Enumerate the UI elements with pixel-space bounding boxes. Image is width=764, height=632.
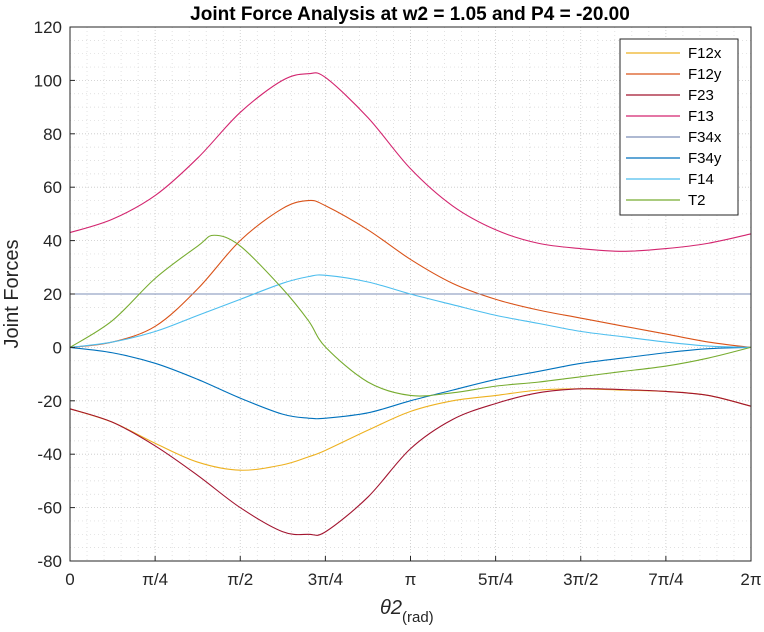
legend-label-f23: F23 xyxy=(688,87,714,104)
x-axis-label: θ2(rad) xyxy=(380,597,434,626)
chart-title: Joint Force Analysis at w2 = 1.05 and P4… xyxy=(190,4,630,25)
x-tick-label: π/2 xyxy=(227,570,253,589)
minor-grid xyxy=(70,27,751,561)
x-tick-label: π/4 xyxy=(142,570,168,589)
y-tick-label: -40 xyxy=(37,445,62,464)
y-tick-label: 60 xyxy=(43,178,62,197)
series-layer xyxy=(69,72,751,536)
y-tick-label: -60 xyxy=(37,499,62,518)
y-axis-label: Joint Forces xyxy=(1,240,23,349)
y-tick-label: 80 xyxy=(43,125,62,144)
x-axis-label-sub: (rad) xyxy=(402,609,434,626)
y-tick-labels: -80 -60 -40 -20 0 20 40 60 80 100 120 xyxy=(34,18,75,571)
x-tick-label: 5π/4 xyxy=(478,570,513,589)
y-tick-label: -80 xyxy=(37,552,62,571)
series-line-f13 xyxy=(69,72,751,252)
legend-label-f34y: F34y xyxy=(688,150,722,167)
legend-label-f12y: F12y xyxy=(688,66,722,83)
legend-label-f14: F14 xyxy=(688,171,714,188)
x-tick-label: 7π/4 xyxy=(648,570,683,589)
x-tick-label: 0 xyxy=(65,570,74,589)
x-tick-label: 3π/4 xyxy=(308,570,343,589)
legend-label-f13: F13 xyxy=(688,108,714,125)
x-axis-label-main: θ2 xyxy=(380,597,402,619)
legend-label-f34x: F34x xyxy=(688,129,722,146)
x-tick-labels: 0 π/4 π/2 3π/4 π 5π/4 3π/2 7π/4 2π xyxy=(65,556,762,589)
x-tick-label: 3π/2 xyxy=(563,570,598,589)
series-line-f34y xyxy=(69,346,751,420)
series-line-f12y xyxy=(69,199,751,348)
legend: F12x F12y F23 F13 F34x F34y F14 T2 xyxy=(619,38,739,216)
y-tick-label: 40 xyxy=(43,232,62,251)
legend-label-t2: T2 xyxy=(688,192,706,209)
y-tick-label: 20 xyxy=(43,285,62,304)
x-tick-label: π xyxy=(405,570,417,589)
x-tick-label: 2π xyxy=(740,570,761,589)
y-tick-label: 120 xyxy=(34,18,62,37)
series-line-t2 xyxy=(69,234,751,397)
series-line-f14 xyxy=(69,274,751,348)
y-tick-label: 0 xyxy=(53,338,62,357)
legend-box xyxy=(619,38,739,216)
y-tick-label: 100 xyxy=(34,71,62,90)
series-line-f23 xyxy=(69,388,751,536)
legend-label-f12x: F12x xyxy=(688,45,722,62)
y-tick-label: -20 xyxy=(37,392,62,411)
